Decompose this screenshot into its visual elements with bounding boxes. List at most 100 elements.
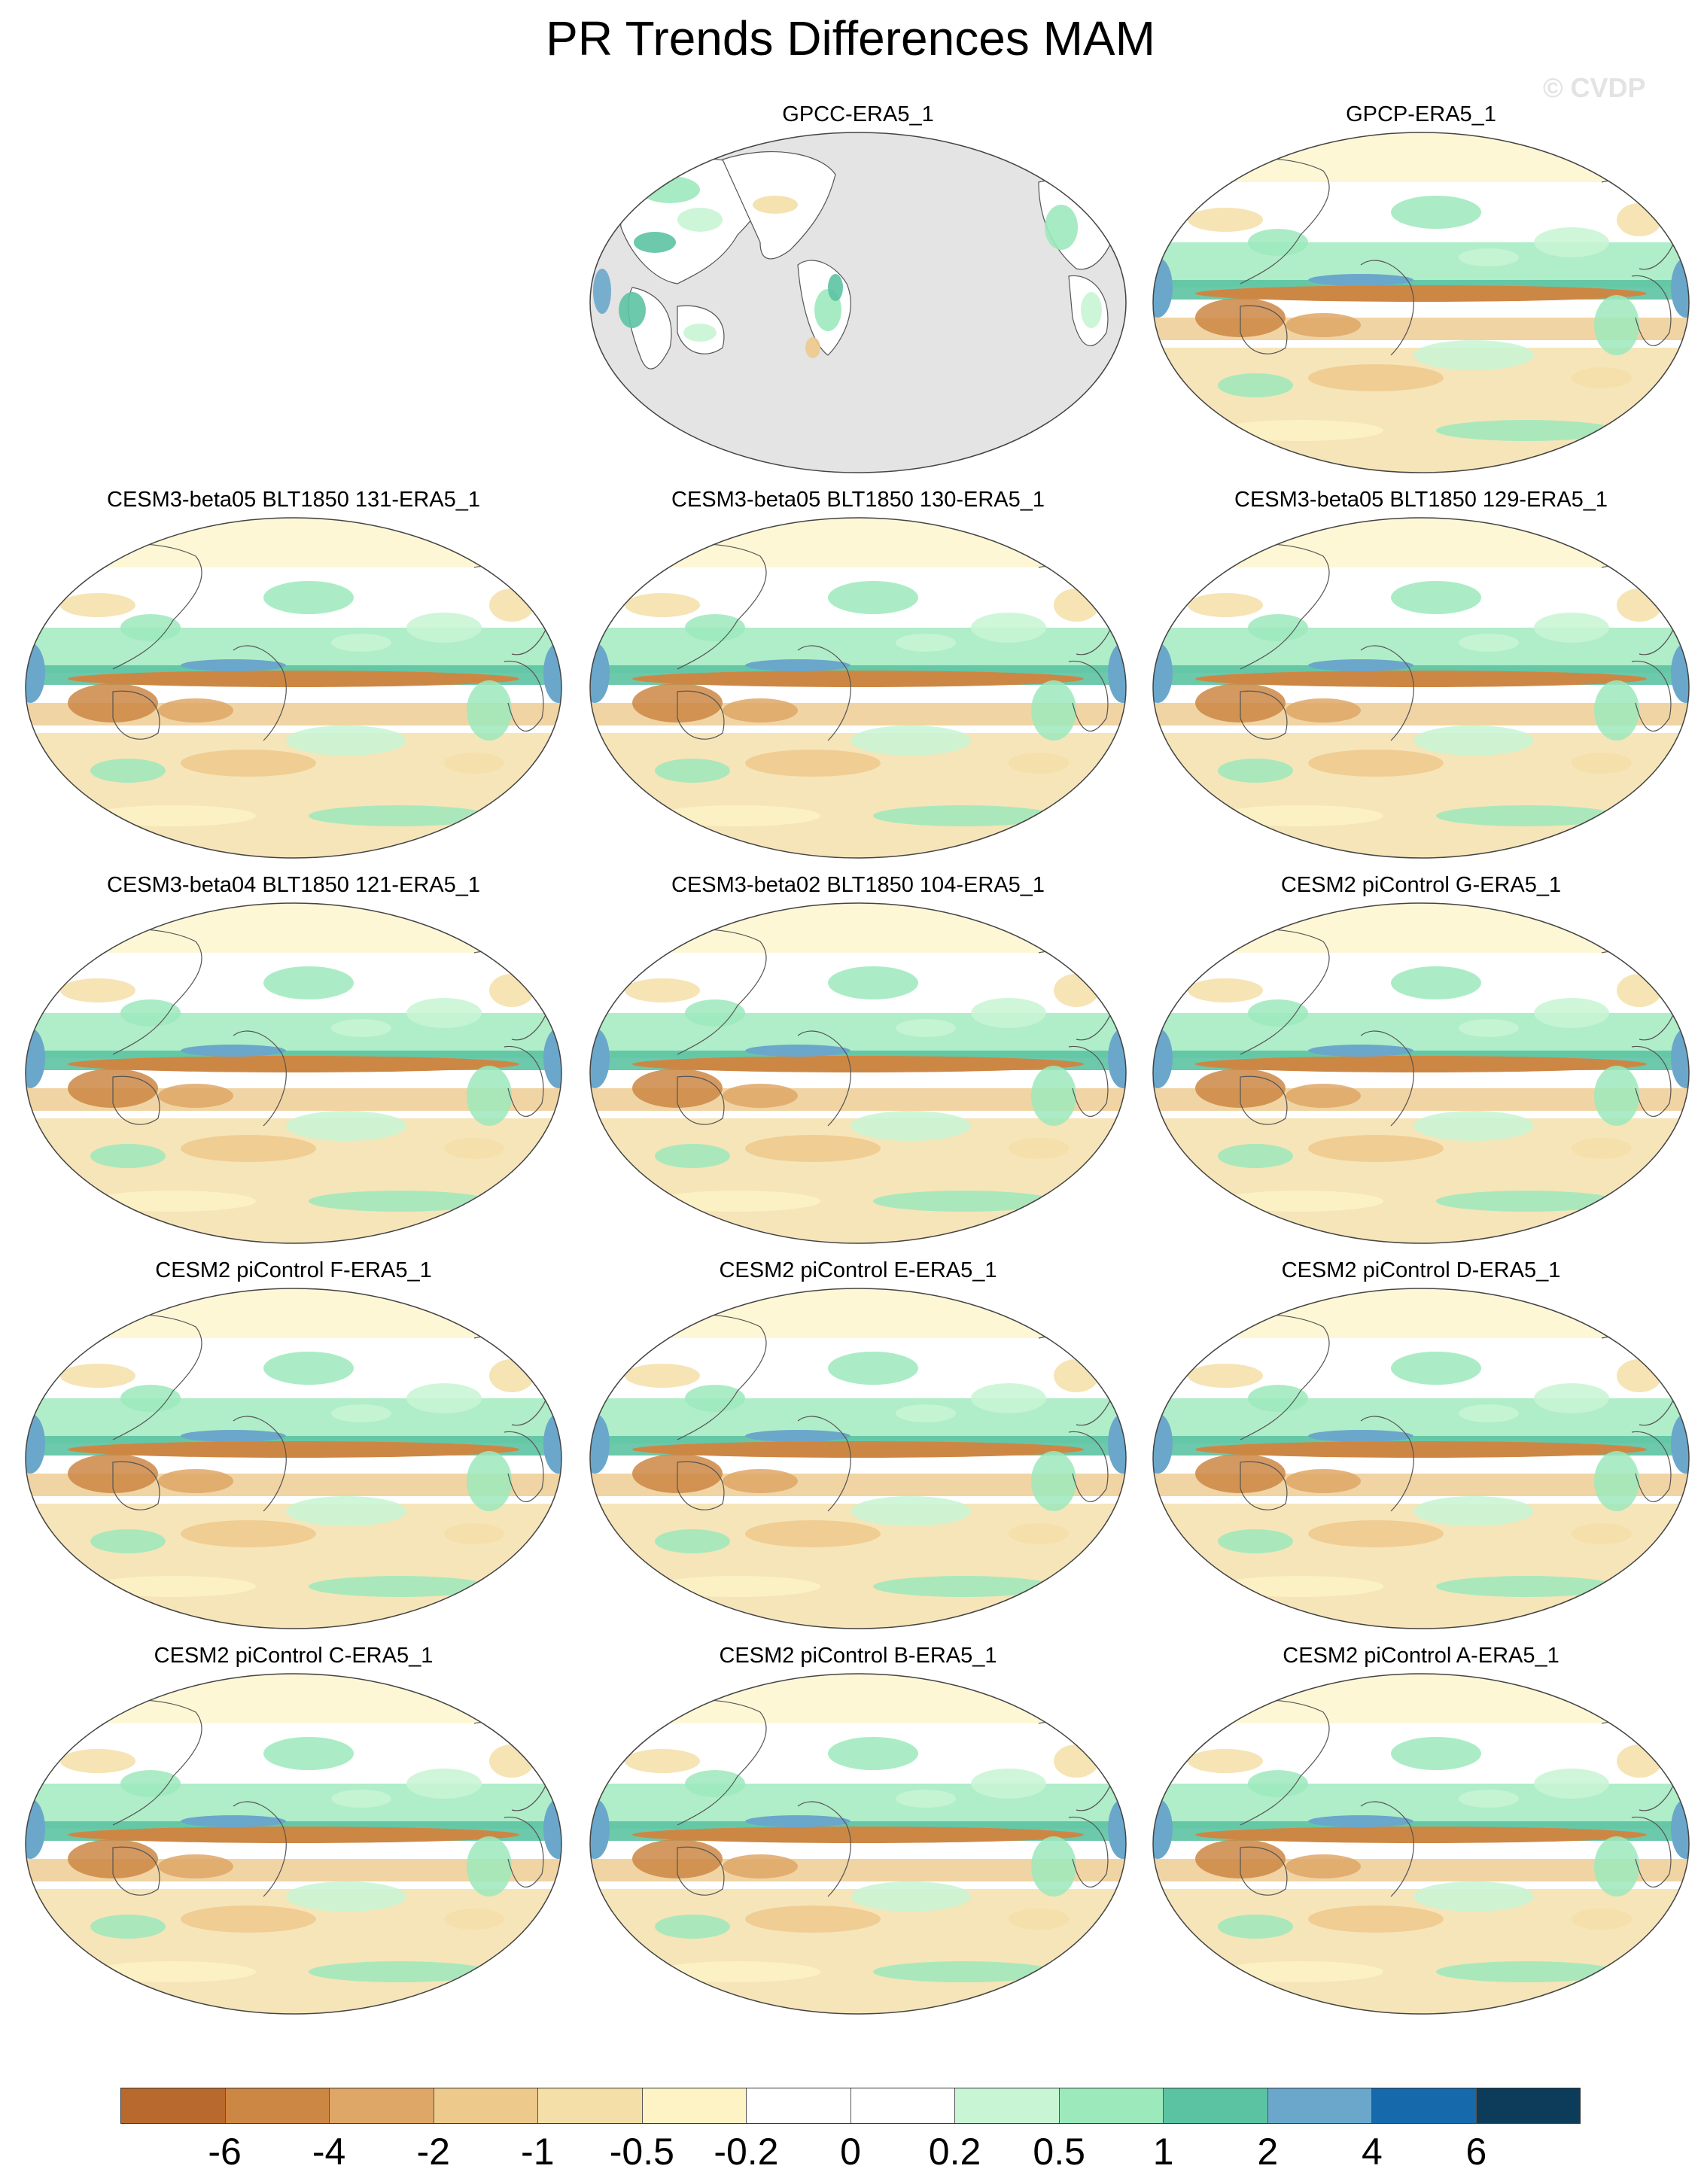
coastline bbox=[1631, 275, 1672, 347]
trend-patch bbox=[1009, 1909, 1069, 1930]
colorbar bbox=[120, 2088, 1581, 2124]
trend-patch bbox=[60, 978, 135, 1002]
trend-patch bbox=[1218, 805, 1383, 826]
trend-patch bbox=[828, 1737, 918, 1770]
ocean-mask bbox=[590, 132, 1126, 473]
trend-patch bbox=[745, 1906, 881, 1933]
coastline bbox=[1631, 1816, 1672, 1888]
map-panel: CESM3-beta04 BLT1850 121-ERA5_1 bbox=[15, 873, 572, 1257]
coastline bbox=[112, 690, 160, 740]
trend-patch bbox=[181, 1520, 316, 1547]
robinson-map bbox=[589, 902, 1127, 1244]
equatorial-wet-band bbox=[1308, 274, 1413, 286]
coastline bbox=[112, 1075, 160, 1125]
trend-patch bbox=[1594, 1451, 1639, 1511]
edge-wet-patch bbox=[26, 643, 45, 703]
trend-patch bbox=[1594, 295, 1639, 355]
trend-patch bbox=[1031, 680, 1076, 741]
trend-patch bbox=[723, 698, 798, 722]
trend-band-north bbox=[26, 903, 561, 953]
trend-patch bbox=[467, 680, 512, 741]
equatorial-dry-band bbox=[632, 1441, 1084, 1458]
colorbar-tick-label: -1 bbox=[521, 2131, 555, 2173]
trend-patch bbox=[655, 1191, 820, 1212]
colorbar-tick-label: 0.5 bbox=[1033, 2131, 1085, 2173]
equatorial-wet-band bbox=[745, 659, 850, 671]
coastline bbox=[1240, 305, 1288, 354]
trend-patch bbox=[640, 176, 700, 203]
trend-patch bbox=[158, 698, 233, 722]
edge-wet-patch bbox=[543, 1028, 561, 1088]
trend-patch bbox=[286, 1111, 406, 1141]
trend-patch bbox=[655, 805, 820, 826]
trend-patch bbox=[444, 1138, 504, 1159]
coastline bbox=[797, 1416, 851, 1512]
coastline bbox=[1068, 1431, 1109, 1503]
trend-patch bbox=[655, 1144, 730, 1168]
trend-patch bbox=[850, 1111, 971, 1141]
colorbar-tick-label: -0.5 bbox=[609, 2131, 674, 2173]
trend-patch bbox=[309, 1961, 489, 1982]
equatorial-dry-band bbox=[1195, 1827, 1647, 1843]
map-panel: GPCP-ERA5_1 bbox=[1143, 102, 1699, 486]
trend-band-north bbox=[26, 1288, 561, 1338]
trend-patch bbox=[1594, 680, 1639, 741]
colorbar-tick-label: 2 bbox=[1257, 2131, 1279, 2173]
coastline bbox=[112, 1846, 160, 1896]
trend-band-south bbox=[26, 1889, 561, 2014]
trend-patch bbox=[971, 613, 1046, 643]
trend-patch bbox=[263, 1737, 354, 1770]
panel-title: CESM3-beta05 BLT1850 131-ERA5_1 bbox=[107, 488, 480, 512]
colorbar-box bbox=[538, 2088, 643, 2123]
trend-patch bbox=[619, 292, 646, 328]
colorbar-tick-label: -2 bbox=[416, 2131, 450, 2173]
trend-patch bbox=[120, 999, 181, 1027]
map-panel: CESM2 piControl A-ERA5_1 bbox=[1143, 1644, 1699, 2027]
robinson-map bbox=[1152, 1288, 1690, 1629]
trend-patch bbox=[158, 1854, 233, 1878]
trend-patch bbox=[828, 581, 918, 614]
equatorial-wet-band bbox=[745, 1815, 850, 1827]
coastline bbox=[233, 1416, 287, 1512]
colorbar-box bbox=[1267, 2088, 1372, 2123]
edge-wet-patch bbox=[1108, 643, 1126, 703]
robinson-map bbox=[25, 1288, 562, 1629]
trend-patch bbox=[1009, 753, 1069, 774]
edge-wet-patch bbox=[543, 1413, 561, 1474]
equatorial-dry-band bbox=[68, 1056, 519, 1072]
coastline bbox=[1360, 1030, 1414, 1127]
colorbar-box bbox=[747, 2088, 851, 2123]
panel-title: CESM3-beta02 BLT1850 104-ERA5_1 bbox=[671, 873, 1045, 897]
map-border bbox=[589, 1288, 1127, 1629]
colorbar-tick-label: 1 bbox=[1152, 2131, 1174, 2173]
robinson-map bbox=[589, 1288, 1127, 1629]
trend-patch bbox=[1248, 229, 1308, 256]
trend-patch bbox=[850, 1881, 971, 1912]
trend-band-north bbox=[1153, 518, 1689, 567]
map-panel: GPCC-ERA5_1 bbox=[580, 102, 1137, 486]
robinson-map bbox=[589, 1673, 1127, 2015]
trend-patch bbox=[745, 1520, 881, 1547]
equatorial-wet-band bbox=[745, 1430, 850, 1442]
trend-patch bbox=[90, 805, 256, 826]
map-panel: CESM2 piControl C-ERA5_1 bbox=[15, 1644, 572, 2027]
trend-patch bbox=[1218, 1915, 1293, 1939]
trend-patch bbox=[1286, 1854, 1361, 1878]
trend-patch bbox=[634, 232, 676, 253]
coastline bbox=[1360, 645, 1414, 741]
trend-patch bbox=[723, 1084, 798, 1108]
trend-patch bbox=[1286, 1469, 1361, 1493]
coastline bbox=[677, 1846, 725, 1896]
equatorial-wet-band bbox=[1308, 1815, 1413, 1827]
trend-patch bbox=[90, 1529, 166, 1553]
panel-title: CESM3-beta04 BLT1850 121-ERA5_1 bbox=[107, 873, 480, 897]
trend-patch bbox=[896, 1404, 956, 1422]
trend-band-north bbox=[1153, 1674, 1689, 1723]
trend-band-south bbox=[590, 1504, 1126, 1629]
trend-patch bbox=[263, 581, 354, 614]
map-border bbox=[1152, 132, 1690, 473]
map-border bbox=[25, 1673, 562, 2015]
trend-patch bbox=[896, 1790, 956, 1808]
panel-title: CESM2 piControl E-ERA5_1 bbox=[719, 1258, 997, 1282]
trend-band-north bbox=[590, 1674, 1126, 1723]
